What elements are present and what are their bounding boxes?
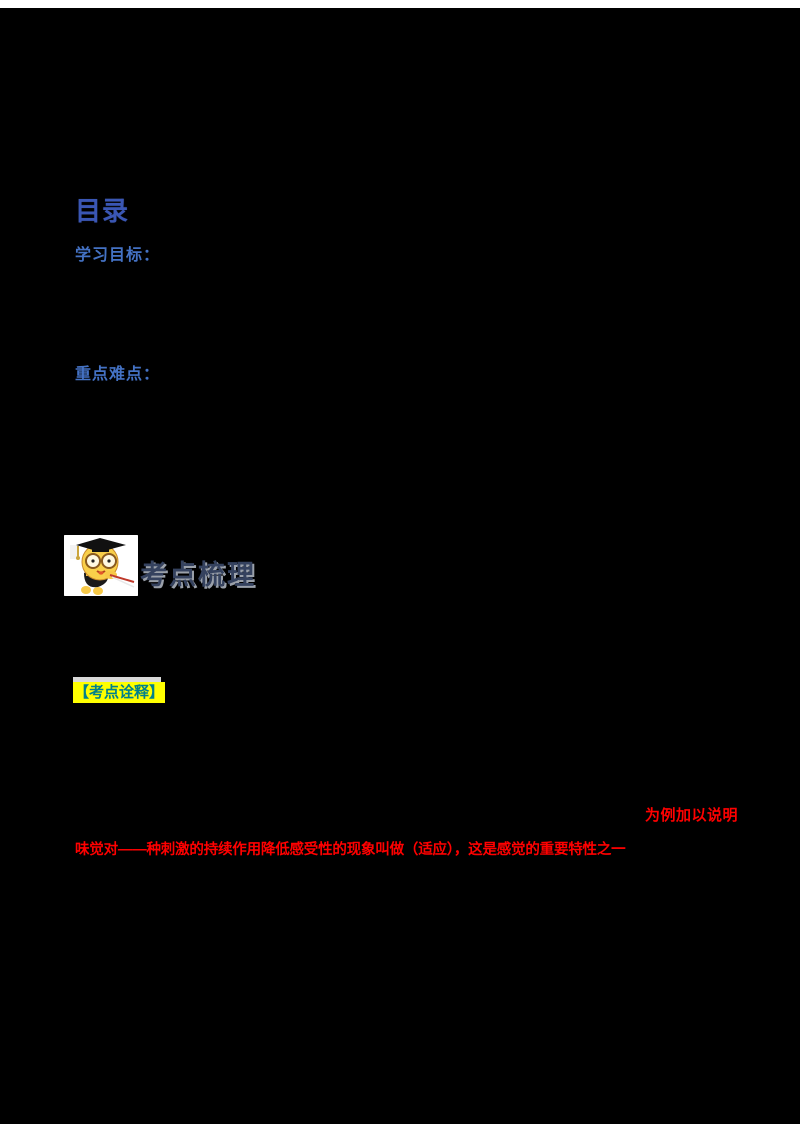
highlight-topbar <box>73 677 161 682</box>
highlight-block: 【考点诠释】 <box>73 677 166 703</box>
page-bottom-margin <box>0 1124 800 1132</box>
highlighted-label: 【考点诠释】 <box>73 682 166 703</box>
document-page: 目录 学习目标： 重点难点： <box>0 8 800 1124</box>
section-title: 考点梳理 <box>140 560 256 590</box>
subheading-key-points: 重点难点： <box>75 366 161 383</box>
bee-scholar-mascot-icon <box>64 535 138 596</box>
red-emphasis-line: 味觉对——种刺激的持续作用降低感受性的现象叫做（适应），这是感觉的重要特性之一 <box>75 842 626 858</box>
subheading-objectives: 学习目标： <box>75 247 161 264</box>
red-emphasis-fragment: 为例加以说明 <box>645 807 739 824</box>
document-heading: 目录 <box>75 196 130 226</box>
page-top-margin <box>0 0 800 8</box>
bee-mascot-image <box>64 535 138 596</box>
